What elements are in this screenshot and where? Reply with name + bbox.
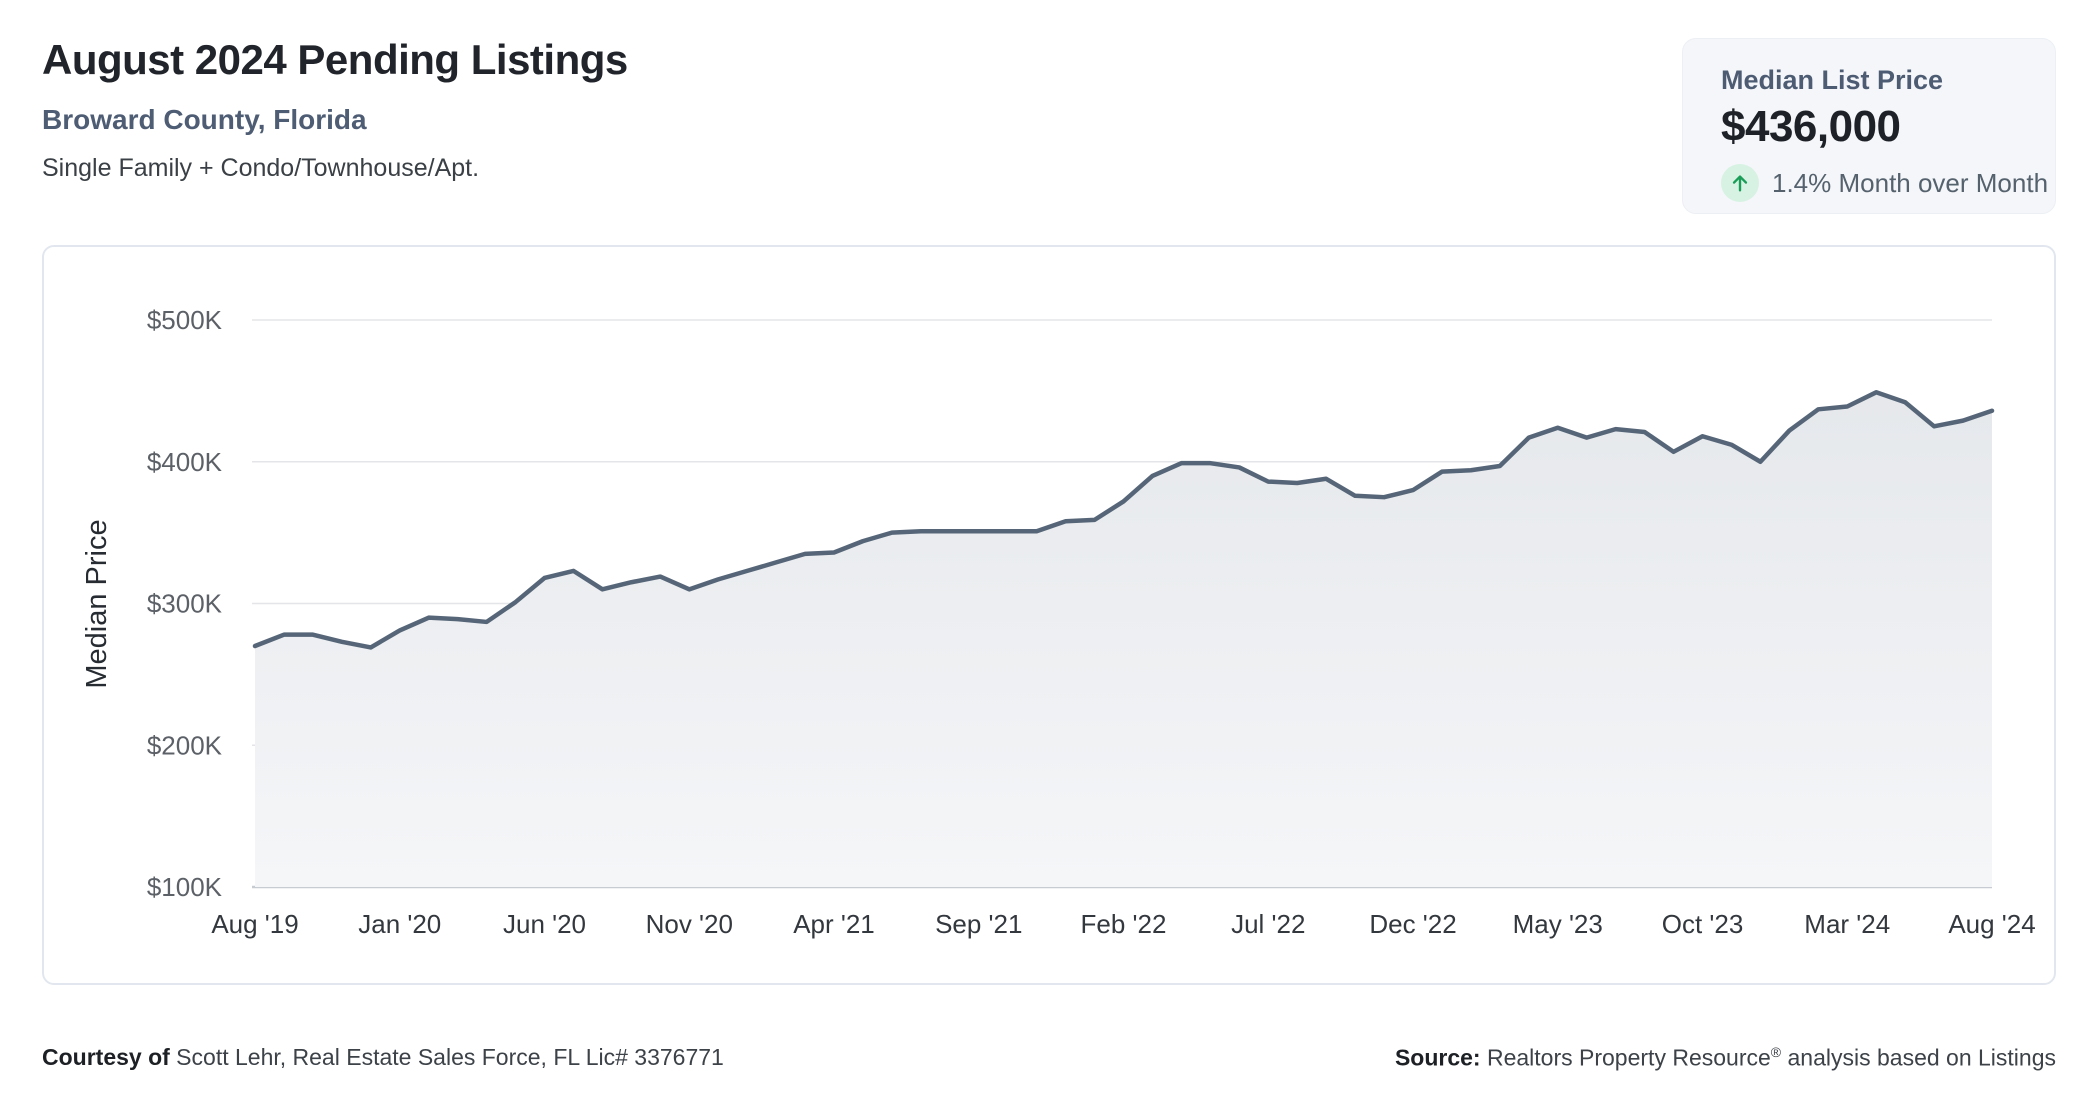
x-tick-label: Aug '19 <box>211 909 298 939</box>
x-tick-label: Jul '22 <box>1231 909 1305 939</box>
page-description: Single Family + Condo/Townhouse/Apt. <box>42 154 480 182</box>
y-tick-label: $500K <box>147 305 223 335</box>
price-trend-line <box>252 390 1995 650</box>
source-label: Source: <box>1394 1044 1481 1071</box>
x-tick-label: Jun '20 <box>503 909 586 939</box>
stat-card-change-text: 1.4% Month over Month <box>1772 167 2049 198</box>
registered-mark: ® <box>1770 1044 1782 1060</box>
courtesy-text: Scott Lehr, Real Estate Sales Force, FL … <box>169 1044 724 1070</box>
y-tick-label: $200K <box>147 730 223 760</box>
x-tick-label: Aug '24 <box>1948 909 2035 939</box>
page-title: August 2024 Pending Listings <box>42 36 628 83</box>
x-tick-label: Apr '21 <box>793 909 875 939</box>
x-tick-label: Oct '23 <box>1662 909 1744 939</box>
median-price-area-chart: $500K $400K $300K $200K $100K Aug '19 Jan '20 J… <box>81 305 2036 939</box>
area-fill <box>255 392 1992 887</box>
courtesy-label: Courtesy of <box>42 1044 170 1070</box>
source-text-pre: Realtors Property Resource <box>1480 1044 1771 1071</box>
x-tick-label: Sep '21 <box>935 909 1022 939</box>
y-tick-label: $100K <box>147 872 223 902</box>
y-axis-title: Median Price <box>81 519 113 688</box>
stat-card-change-row: 1.4% Month over Month <box>1721 164 2055 202</box>
trend-up-icon <box>1721 164 1759 202</box>
stat-card-value: $436,000 <box>1721 102 1901 151</box>
x-tick-label: Jan '20 <box>358 909 441 939</box>
x-tick-label: Mar '24 <box>1804 909 1890 939</box>
stat-card-label: Median List Price <box>1721 65 1944 95</box>
chart-panel: $500K $400K $300K $200K $100K Aug '19 Jan '20 J… <box>42 245 2056 985</box>
median-list-price-card: Median List Price $436,000 1.4% Month ov… <box>1682 38 2056 214</box>
x-tick-label: May '23 <box>1513 909 1603 939</box>
x-tick-label: Feb '22 <box>1081 909 1167 939</box>
source-note: Source: Realtors Property Resource® anal… <box>1395 1044 2056 1072</box>
y-tick-label: $400K <box>147 447 223 477</box>
y-tick-label: $300K <box>147 589 223 619</box>
page-subtitle: Broward County, Florida <box>42 104 367 135</box>
courtesy-note: Courtesy of Scott Lehr, Real Estate Sale… <box>42 1044 724 1071</box>
x-tick-label: Dec '22 <box>1369 909 1456 939</box>
source-text-post: analysis based on Listings <box>1781 1044 2056 1071</box>
x-tick-label: Nov '20 <box>646 909 733 939</box>
